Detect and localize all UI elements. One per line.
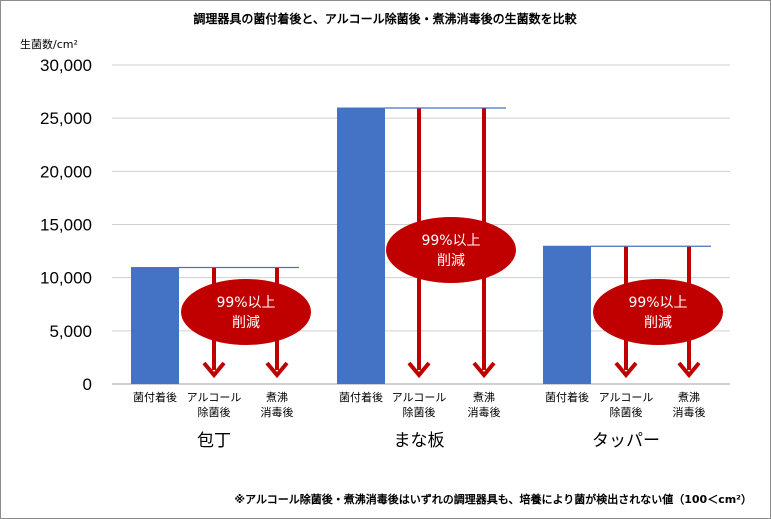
category-label: 菌付着後 [545,390,589,404]
y-tick-label: 0 [83,375,92,394]
reduction-bubble-line2: 削減 [437,252,465,269]
category-label: 除菌後 [403,405,436,419]
category-label: 菌付着後 [339,390,383,404]
reduction-bubble [386,217,516,283]
y-tick-label: 25,000 [40,109,92,128]
group-label: 包丁 [197,431,231,451]
reduction-arrow-head [407,361,431,379]
category-label: 煮沸 [678,391,700,404]
y-tick-label: 10,000 [40,269,92,288]
reduction-bubble-line1: 99%以上 [628,295,687,311]
category-label: 煮沸 [473,391,495,404]
bar [543,245,591,384]
category-label: 消毒後 [468,405,501,419]
y-tick-label: 5,000 [49,322,92,341]
bar [337,107,385,385]
category-label: アルコール [392,391,447,404]
category-label: 消毒後 [261,405,294,419]
chart-title: 調理器具の菌付着後と、アルコール除菌後・煮沸消毒後の生菌数を比較 [193,11,577,26]
category-label: 除菌後 [198,405,231,419]
category-label: 煮沸 [266,391,288,404]
y-axis-label: 生菌数/cm² [20,37,78,51]
labels: 30,000 25,000 20,000 15,000 10,000 5,000 0 菌付着後… [40,56,706,451]
category-label: 菌付着後 [133,390,177,404]
bars [131,107,711,385]
footnote: ※アルコール除菌後・煮沸消毒後はいずれの調理器具も、培養により菌が検出されない値… [234,492,752,506]
group-label: タッパー [592,431,660,451]
group-label: まな板 [394,431,445,451]
reduction-bubble-line2: 削減 [232,314,260,331]
reduction-bubble [593,279,723,345]
reduction-arrow-head [614,361,638,379]
reduction-bubble-line2: 削減 [644,314,672,331]
reduction-arrow-head [202,361,226,379]
reduction-arrow-head [677,361,701,379]
y-tick-label: 15,000 [40,216,92,235]
reduction-bubble [181,279,311,345]
reduction-arrow-head [265,361,289,379]
category-label: アルコール [187,391,242,404]
reduction-bubble-line1: 99%以上 [421,233,480,249]
category-label: アルコール [599,391,654,404]
y-tick-label: 30,000 [40,56,92,75]
category-label: 除菌後 [610,405,643,419]
category-label: 消毒後 [673,405,706,419]
reduction-bubble-line1: 99%以上 [216,295,275,311]
bar [131,267,179,384]
y-tick-label: 20,000 [40,162,92,181]
reduction-arrow-head [472,361,496,379]
